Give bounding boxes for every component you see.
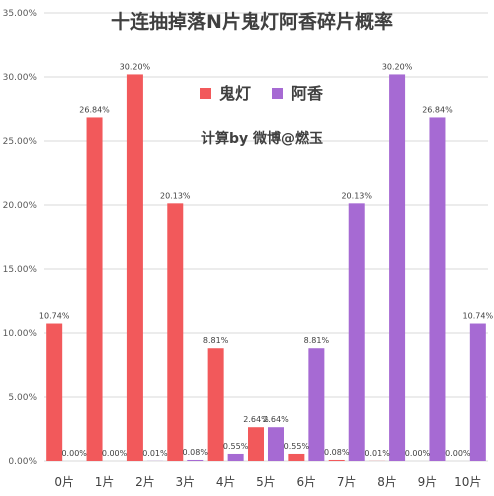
data-label: 0.01% [364,449,390,458]
y-tick-label: 30.00% [3,73,38,83]
bar-axiang [187,459,204,461]
data-label: 0.00% [405,449,431,458]
y-axis: 0.00% 5.00% 10.00% 15.00% 20.00% 25.00% 30.00%… [3,9,38,467]
y-tick-label: 10.00% [3,329,38,339]
data-label: 0.55% [284,442,310,451]
legend-label-guideng: 鬼灯 [219,84,251,103]
data-label: 0.00% [61,449,87,458]
x-tick-label: 4片 [216,475,236,489]
bar-axiang [469,323,486,461]
y-tick-label: 5.00% [8,393,37,403]
y-tick-label: 35.00% [3,9,38,19]
data-label: 2.64% [243,415,269,424]
data-label: 0.08% [324,448,350,457]
bar-guideng [86,117,103,461]
chart-annotation: 计算by 微博@燃玉 [201,130,323,147]
bar-guideng [167,203,184,461]
x-tick-label: 6片 [297,475,317,489]
chart-title: 十连抽掉落N片鬼灯阿香碎片概率 [111,10,393,33]
legend-swatch-guidengl [200,88,211,99]
legend-swatch-axiang [272,88,283,99]
data-label: 0.08% [183,448,209,457]
x-tick-label: 7片 [337,475,357,489]
bar-axiang [389,74,406,461]
x-tick-label: 3片 [175,475,195,489]
data-label: 20.13% [341,191,372,200]
data-label: 10.74% [39,312,70,321]
x-tick-label: 5片 [256,475,276,489]
data-label: 26.84% [422,105,453,114]
x-tick-label: 2片 [135,475,155,489]
data-label: 20.13% [160,191,191,200]
bar-axiang [429,117,446,461]
data-label: 0.00% [445,449,471,458]
bar-guideng [126,74,143,461]
x-tick-label: 1片 [95,475,115,489]
data-label: 0.00% [102,449,128,458]
data-label: 26.84% [79,105,110,114]
data-label: 30.20% [382,62,413,71]
data-label: 2.64% [263,415,289,424]
legend: 鬼灯 阿香 [200,84,324,103]
x-axis: 0片 1片 2片 3片 4片 5片 6片 7片 8片 9片 10片 [54,475,481,489]
x-tick-label: 10片 [454,475,481,489]
x-tick-label: 9片 [418,475,438,489]
y-tick-label: 25.00% [3,137,38,147]
legend-label-axiang: 阿香 [291,84,324,103]
data-labels: 10.74% 0.00% 26.84% 0.00% 30.20% 0.01% 20.13% 0… [39,62,494,458]
data-label: 0.01% [142,449,168,458]
x-tick-label: 8片 [377,475,397,489]
bar-guideng [46,323,63,461]
y-tick-label: 0.00% [8,457,37,467]
x-tick-label: 0片 [54,475,74,489]
gridlines [44,12,488,462]
bar-axiang [308,348,325,461]
bar-guideng [288,453,305,461]
bars [46,74,486,461]
bar-axiang [227,453,244,461]
bar-guideng [207,348,224,461]
data-label: 8.81% [203,336,229,345]
data-label: 8.81% [304,336,330,345]
bar-guideng [248,427,264,461]
y-tick-label: 15.00% [3,265,38,275]
y-tick-label: 20.00% [3,201,38,211]
data-label: 30.20% [120,62,151,71]
bar-guideng [328,459,345,461]
data-label: 10.74% [463,312,494,321]
bar-axiang [268,427,284,461]
data-label: 0.55% [223,442,249,451]
bar-axiang [348,203,365,461]
